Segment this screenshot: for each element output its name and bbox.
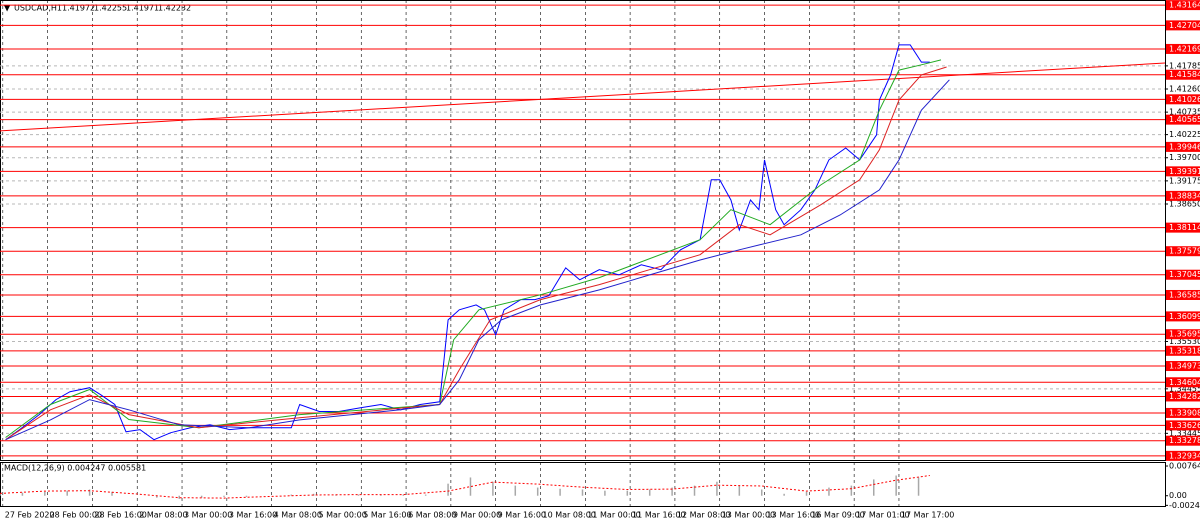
level-label: 1.33278: [1169, 436, 1200, 445]
moving-average: [5, 79, 950, 441]
y-tick-label: -0.002476: [1169, 501, 1200, 510]
header: ▼ USDCAD,H1 1.41972 1.42255 1.41971 1.42…: [4, 4, 191, 13]
x-tick-label: 5 Mar 00:00: [318, 511, 366, 520]
y-tick-label: 1.39700: [1169, 153, 1200, 162]
level-label: 1.33908: [1169, 408, 1200, 417]
level-label: 1.42704: [1169, 21, 1200, 30]
x-tick-label: 11 Mar 16:00: [632, 511, 685, 520]
level-label-box: [1166, 391, 1200, 402]
level-label: 1.36099: [1169, 312, 1200, 321]
macd-panel-frame: [0, 462, 1166, 507]
level-label: 1.43164: [1169, 1, 1200, 10]
level-label: 1.35695: [1169, 330, 1200, 339]
x-tick-label: 13 Mar 00:00: [722, 511, 775, 520]
moving-average: [5, 66, 947, 441]
y-tick-label: 1.35530: [1169, 337, 1200, 346]
high-price: 1.42255: [94, 4, 127, 13]
signal-line: [0, 475, 930, 499]
x-tick-label: 17 Mar 17:00: [901, 511, 954, 520]
y-tick-label: 1.39175: [1169, 176, 1200, 185]
level-label-box: [1166, 420, 1200, 431]
x-tick-label: 10 Mar 08:00: [542, 511, 595, 520]
moving-average: [5, 59, 942, 438]
level-label: 1.38834: [1169, 191, 1200, 200]
x-tick-label: 4 Mar 08:00: [274, 511, 322, 520]
level-label: 1.33626: [1169, 421, 1200, 430]
level-label: 1.32934: [1169, 451, 1200, 460]
level-label-box: [1166, 311, 1200, 322]
x-tick-label: 27 Feb 2020: [5, 511, 55, 520]
x-tick-label: 5 Mar 16:00: [363, 511, 411, 520]
macd-title: MACD(12,26,9) 0.004247 0.005581: [4, 464, 146, 473]
level-label-box: [1166, 69, 1200, 80]
level-label: 1.42169: [1169, 44, 1200, 53]
close-price: 1.42232: [158, 4, 191, 13]
level-label-box: [1166, 166, 1200, 177]
level-label-box: [1166, 345, 1200, 356]
symbol: USDCAD,H1: [14, 4, 62, 13]
trend-line: [0, 62, 1166, 132]
header-arrow: ▼: [4, 4, 11, 13]
level-label-box: [1166, 246, 1200, 257]
y-tick-label: 0.007646: [1169, 462, 1200, 471]
level-label: 1.39391: [1169, 167, 1200, 176]
y-tick-label: 1.33445: [1169, 429, 1200, 438]
main-panel-frame: [0, 0, 1166, 461]
x-tick-label: 11 Mar 00:00: [587, 511, 640, 520]
x-tick-label: 28 Feb 00:00: [50, 511, 102, 520]
level-label-box: [1166, 20, 1200, 31]
x-tick-label: 9 Mar 00:00: [453, 511, 501, 520]
level-label-box: [1166, 141, 1200, 152]
level-label-box: [1166, 407, 1200, 418]
y-tick-label: 1.41785: [1169, 61, 1200, 70]
y-tick-label: 1.34455: [1169, 384, 1200, 393]
y-tick-label: 1.38650: [1169, 200, 1200, 209]
level-label: 1.41584: [1169, 70, 1200, 79]
level-label: 1.37579: [1169, 247, 1200, 256]
x-tick-label: 3 Mar 00:00: [184, 511, 232, 520]
level-label-box: [1166, 94, 1200, 105]
level-label: 1.35318: [1169, 346, 1200, 355]
x-tick-label: 3 Mar 16:00: [229, 511, 277, 520]
level-label-box: [1166, 361, 1200, 372]
level-label: 1.40565: [1169, 115, 1200, 124]
level-label-box: [1166, 450, 1200, 461]
level-label: 1.39946: [1169, 142, 1200, 151]
open-price: 1.41972: [62, 4, 95, 13]
y-tick-label: 0.00: [1169, 491, 1187, 500]
x-tick-label: 13 Mar 16:00: [767, 511, 820, 520]
x-tick-label: 16 Mar 09:00: [811, 511, 864, 520]
level-label-box: [1166, 329, 1200, 340]
x-tick-label: 28 Feb 16:00: [94, 511, 146, 520]
y-tick-label: 1.40225: [1169, 130, 1200, 139]
y-tick-label: 1.40735: [1169, 108, 1200, 117]
x-tick-label: 2 Mar 08:00: [139, 511, 187, 520]
level-label-box: [1166, 222, 1200, 233]
x-tick-label: 6 Mar 08:00: [408, 511, 456, 520]
level-label-box: [1166, 0, 1200, 11]
x-tick-label: 12 Mar 08:00: [677, 511, 730, 520]
level-label-box: [1166, 269, 1200, 280]
level-label: 1.34282: [1169, 392, 1200, 401]
level-label: 1.41026: [1169, 95, 1200, 104]
level-label-box: [1166, 114, 1200, 125]
x-tick-label: 9 Mar 16:00: [498, 511, 546, 520]
level-label: 1.34973: [1169, 362, 1200, 371]
level-label: 1.36585: [1169, 290, 1200, 299]
level-label: 1.38114: [1169, 223, 1200, 232]
y-tick-label: 1.41260: [1169, 85, 1200, 94]
x-tick-label: 17 Mar 01:00: [856, 511, 909, 520]
low-price: 1.41971: [126, 4, 159, 13]
level-label: 1.37045: [1169, 270, 1200, 279]
level-label-box: [1166, 435, 1200, 446]
level-label-box: [1166, 43, 1200, 54]
level-label: 1.34604: [1169, 378, 1200, 387]
level-label-box: [1166, 190, 1200, 201]
price-line: [5, 44, 930, 441]
level-label-box: [1166, 377, 1200, 388]
level-label-box: [1166, 289, 1200, 300]
